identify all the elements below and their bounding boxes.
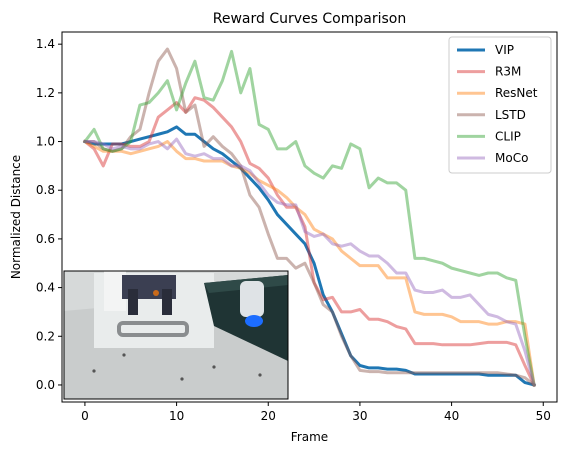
legend-box [448, 36, 552, 174]
x-tick-label: 40 [444, 409, 459, 423]
dark-table-edge [204, 275, 288, 361]
legend-label-moco: MoCo [495, 151, 528, 165]
series-line-vip [83, 125, 536, 387]
robot-arm [240, 281, 264, 317]
x-tick-label: 0 [81, 409, 89, 423]
y-tick-label: 0.8 [36, 183, 55, 197]
y-tick-label: 0.6 [36, 232, 55, 246]
legend-label-r3m: R3M [495, 65, 521, 79]
x-axis-label: Frame [291, 430, 328, 444]
ticks-layer: 0 10 20 30 40 50 0.0 0.2 0.4 0.6 0.8 1.0 1.2 1.4 [36, 37, 551, 423]
y-tick-label: 1.4 [36, 37, 55, 51]
y-tick-label: 0.2 [36, 329, 55, 343]
legend-label-resnet: ResNet [495, 86, 538, 100]
drawer-handle [117, 321, 189, 337]
y-tick-label: 1.2 [36, 86, 55, 100]
legend: VIP R3M ResNet LSTD CLIP MoCo [448, 36, 552, 174]
blue-light [245, 315, 263, 327]
chart-title: Reward Curves Comparison [213, 11, 406, 27]
legend-label-lstd: LSTD [495, 108, 526, 122]
series-line-moco [83, 137, 536, 387]
plot-frame [61, 31, 558, 403]
series-line-lstd [83, 47, 537, 388]
x-tick-label: 10 [169, 409, 184, 423]
legend-label-clip: CLIP [495, 129, 521, 143]
x-tick-label: 30 [352, 409, 367, 423]
x-tick-label: 20 [261, 409, 276, 423]
series-line-clip [82, 49, 536, 387]
y-tick-label: 0.4 [36, 281, 55, 295]
y-tick-label: 0.0 [36, 378, 55, 392]
series-line-resnet [82, 139, 536, 387]
inset-layer [63, 270, 289, 400]
y-tick-label: 1.0 [36, 135, 55, 149]
series-layer [82, 47, 537, 388]
legend-label-vip: VIP [495, 43, 514, 57]
x-tick-label: 50 [536, 409, 551, 423]
series-line-r3m [82, 96, 537, 387]
inset-photo [63, 270, 289, 400]
y-axis-label: Normalized Distance [9, 155, 23, 279]
